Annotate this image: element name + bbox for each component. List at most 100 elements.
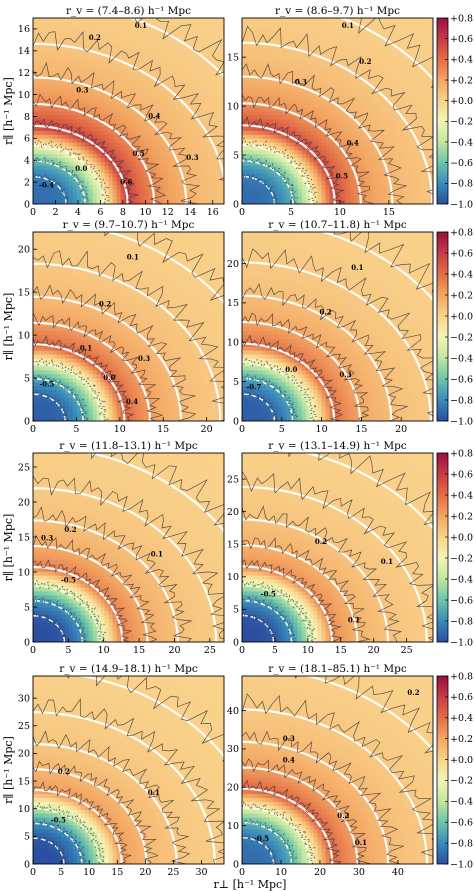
heatmap-cell — [341, 37, 347, 42]
heatmap-cell — [393, 196, 398, 201]
heatmap-cell — [156, 188, 161, 193]
heatmap-cell — [48, 283, 54, 288]
heatmap-cell — [40, 318, 46, 324]
heatmap-cell — [144, 200, 149, 204]
heatmap-cell — [156, 138, 161, 143]
heatmap-cell — [176, 72, 181, 77]
heatmap-cell — [216, 192, 221, 197]
heatmap-cell — [361, 149, 366, 155]
heatmap-cell — [297, 21, 303, 27]
heatmap-cell — [152, 142, 157, 147]
heatmap-cell — [409, 145, 414, 151]
heatmap-cell — [253, 161, 259, 166]
heatmap-cell — [413, 64, 418, 69]
heatmap-cell — [285, 99, 291, 104]
heatmap-cell — [56, 138, 62, 143]
heatmap-cell — [381, 72, 386, 77]
heatmap-cell — [100, 138, 106, 143]
heatmap-cell — [253, 64, 259, 69]
heatmap-cell — [261, 161, 267, 166]
heatmap-cell — [164, 64, 169, 69]
heatmap-cell — [204, 161, 209, 166]
heatmap-cell — [172, 60, 177, 66]
heatmap-cell — [52, 338, 58, 343]
heatmap-cell — [160, 91, 165, 97]
heatmap-cell — [44, 200, 50, 204]
heatmap-cell — [124, 103, 130, 108]
heatmap-cell — [333, 76, 339, 81]
heatmap-cell — [192, 145, 197, 151]
heatmap-cell — [369, 45, 374, 50]
heatmap-cell — [245, 45, 251, 50]
heatmap-cell — [140, 180, 146, 186]
heatmap-cell — [40, 310, 46, 316]
heatmap-cell — [64, 165, 70, 170]
heatmap-cell — [136, 192, 142, 197]
heatmap-cell — [160, 41, 165, 46]
heatmap-cell — [44, 350, 50, 355]
heatmap-cell — [273, 87, 279, 93]
heatmap-cell — [168, 196, 173, 201]
heatmap-cell — [88, 161, 94, 166]
heatmap-cell — [417, 118, 422, 124]
heatmap-cell — [48, 354, 54, 359]
heatmap-cell — [164, 184, 169, 190]
heatmap-cell — [40, 326, 46, 332]
heatmap-cell — [40, 60, 46, 66]
heatmap-cell — [184, 161, 189, 166]
heatmap-cell — [112, 126, 118, 131]
heatmap-cell — [140, 192, 146, 197]
heatmap-cell — [120, 76, 126, 81]
heatmap-cell — [365, 41, 370, 46]
heatmap-cell — [128, 118, 134, 124]
heatmap-cell — [409, 184, 414, 190]
heatmap-cell — [257, 60, 263, 66]
heatmap-cell — [281, 41, 287, 46]
heatmap-cell — [132, 111, 138, 116]
heatmap-cell — [60, 52, 66, 58]
heatmap-cell — [285, 200, 291, 204]
heatmap-cell — [208, 103, 213, 108]
heatmap-cell — [357, 173, 362, 178]
heatmap-cell — [172, 184, 177, 190]
heatmap-cell — [72, 188, 78, 193]
heatmap-cell — [389, 29, 394, 35]
heatmap-cell — [152, 157, 157, 162]
heatmap-cell — [152, 149, 157, 155]
heatmap-cell — [124, 130, 130, 135]
heatmap-cell — [405, 126, 410, 131]
heatmap-cell — [297, 196, 303, 201]
heatmap-cell — [397, 153, 402, 159]
heatmap-cell — [204, 176, 209, 182]
heatmap-cell — [148, 138, 153, 143]
heatmap-cell — [88, 111, 94, 116]
heatmap-cell — [397, 192, 402, 197]
heatmap-cell — [325, 25, 331, 31]
heatmap-cell — [421, 196, 426, 201]
heatmap-cell — [377, 153, 382, 159]
heatmap-cell — [164, 169, 169, 174]
heatmap-cell — [172, 64, 177, 69]
heatmap-cell — [293, 29, 299, 35]
heatmap-cell — [164, 142, 169, 147]
heatmap-cell — [64, 126, 70, 131]
heatmap-cell — [421, 83, 426, 89]
heatmap-cell — [345, 91, 351, 97]
heatmap-cell — [204, 142, 209, 147]
heatmap-cell — [397, 56, 402, 62]
heatmap-cell — [100, 37, 106, 42]
heatmap-cell — [369, 21, 374, 27]
heatmap-cell — [96, 76, 102, 81]
heatmap-cell — [192, 142, 197, 147]
heatmap-cell — [76, 103, 82, 108]
heatmap-cell — [76, 111, 82, 116]
heatmap-cell — [108, 87, 114, 93]
heatmap-cell — [48, 80, 54, 85]
heatmap-cell — [273, 184, 279, 190]
heatmap-cell — [104, 25, 110, 31]
heatmap-cell — [156, 49, 161, 54]
heatmap-cell — [72, 111, 78, 116]
heatmap-cell — [413, 114, 418, 120]
heatmap-cell — [212, 192, 217, 197]
heatmap-cell — [36, 21, 42, 27]
